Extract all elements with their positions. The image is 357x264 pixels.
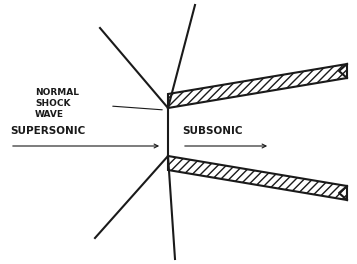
Text: SUPERSONIC: SUPERSONIC — [10, 126, 85, 136]
Polygon shape — [168, 156, 347, 200]
Text: NORMAL
SHOCK
WAVE: NORMAL SHOCK WAVE — [35, 88, 79, 119]
Text: SUBSONIC: SUBSONIC — [182, 126, 242, 136]
Polygon shape — [168, 64, 347, 108]
